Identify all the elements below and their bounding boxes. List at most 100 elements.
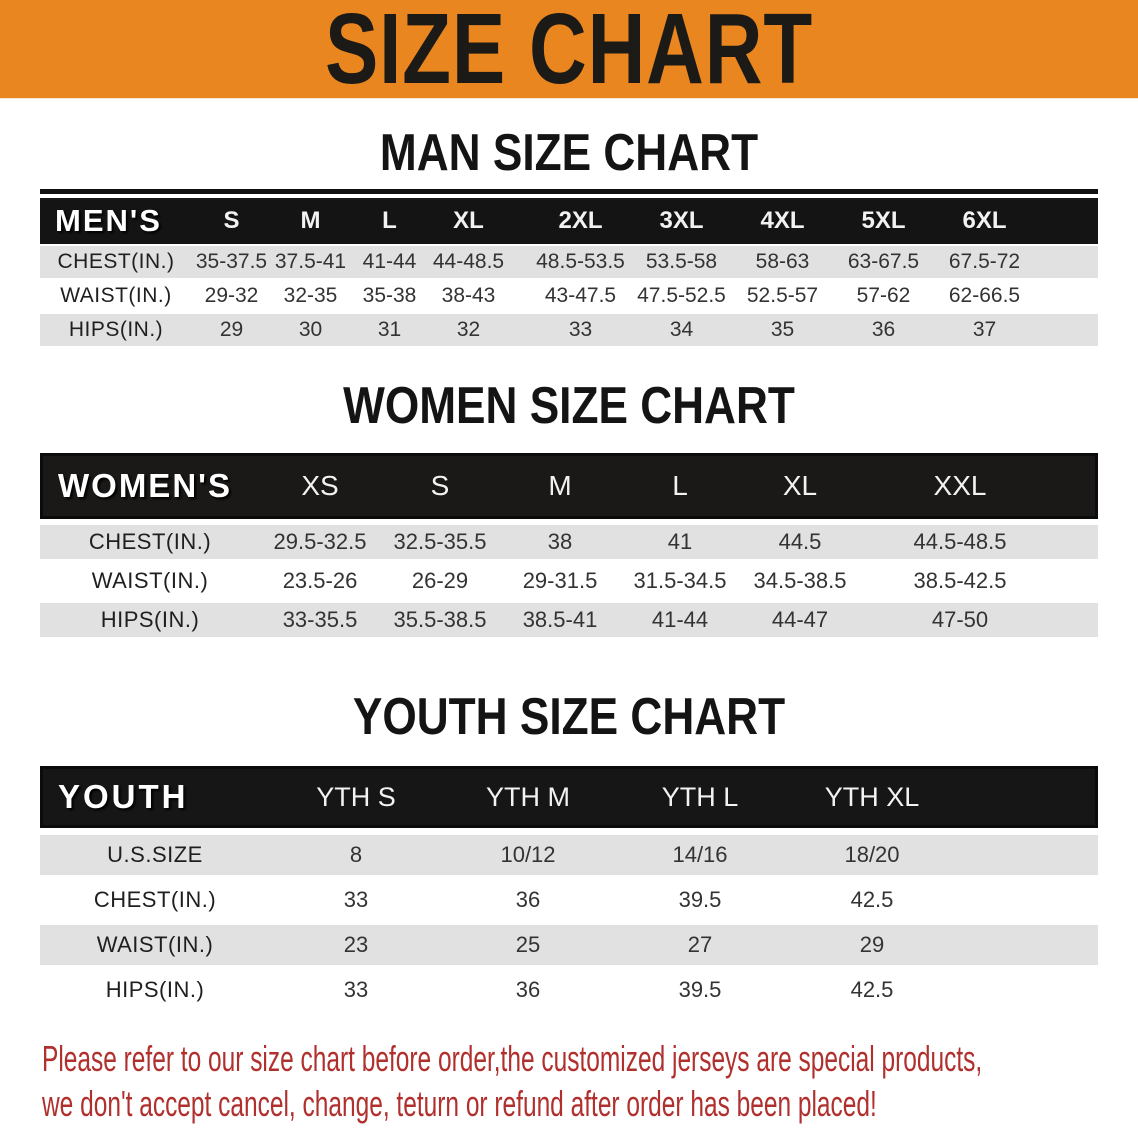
size-cell: 18/20 (844, 842, 900, 867)
row-label: U.S.SIZE (107, 842, 203, 867)
size-cell: 33-35.5 (282, 607, 358, 632)
size-column-header: XL (453, 207, 484, 234)
size-cell: 44.5-48.5 (913, 529, 1007, 554)
size-cell: 32 (456, 318, 481, 341)
table-row: CHEST(IN.) 35-37.5 37.5-41 41-44 44-48.5 48.5… (40, 246, 1098, 278)
size-cell: 41-44 (651, 607, 709, 632)
size-cell: 29-31.5 (522, 568, 598, 593)
row-label: WAIST(IN.) (60, 284, 172, 307)
size-cell: 35.5-38.5 (393, 607, 487, 632)
size-cell: 42.5 (850, 887, 894, 912)
womens-size-table: WOMEN'S XS S M L XL XXL CHEST(IN.) 29.5-32.5 32.5… (40, 453, 1098, 637)
size-cell: 44.5 (778, 529, 822, 554)
row-label: CHEST(IN.) (57, 250, 175, 273)
table-row: CHEST(IN.) 29.5-32.5 32.5-35.5 38 41 44.5 44.5… (40, 525, 1098, 559)
size-cell: 48.5-53.5 (536, 250, 625, 273)
row-label: HIPS(IN.) (68, 318, 164, 341)
size-cell: 25 (515, 932, 541, 957)
size-cell: 62-66.5 (948, 284, 1021, 307)
category-label: WOMEN'S (58, 467, 233, 504)
size-cell: 38-43 (441, 284, 496, 307)
size-cell: 37.5-41 (274, 250, 347, 273)
size-cell: 30 (298, 318, 323, 341)
size-cell: 32.5-35.5 (393, 529, 487, 554)
youth-section-heading: YOUTH SIZE CHART (352, 688, 786, 746)
mens-table-top-rule (40, 189, 1098, 194)
size-column-header: L (672, 470, 688, 501)
size-column-header: 5XL (861, 207, 906, 234)
table-row: WAIST(IN.) 29-32 32-35 35-38 38-43 43-47.5 47.… (40, 280, 1098, 312)
size-cell: 33 (568, 318, 593, 341)
size-column-header: XS (301, 470, 339, 501)
size-cell: 43-47.5 (544, 284, 617, 307)
row-label: WAIST(IN.) (96, 932, 214, 957)
size-cell: 35 (770, 318, 795, 341)
size-column-header: XL (782, 470, 818, 501)
size-cell: 36 (515, 977, 541, 1002)
size-cell: 53.5-58 (645, 250, 718, 273)
table-row: WAIST(IN.) 23.5-26 26-29 29-31.5 31.5-34.5 34… (40, 564, 1098, 598)
size-cell: 36 (871, 318, 896, 341)
table-header-row: YOUTH YTH S YTH M YTH L YTH XL (40, 766, 1098, 828)
size-cell: 31 (377, 318, 402, 341)
row-label: WAIST(IN.) (91, 568, 209, 593)
size-cell: 26-29 (411, 568, 469, 593)
size-column-header: 4XL (760, 207, 805, 234)
size-chart-banner: SIZE CHART (0, 0, 1138, 99)
size-cell: 38.5-42.5 (913, 568, 1007, 593)
table-row: HIPS(IN.) 33-35.5 35.5-38.5 38.5-41 41-44 44-… (40, 603, 1098, 637)
size-cell: 37 (972, 318, 997, 341)
size-cell: 29.5-32.5 (273, 529, 367, 554)
size-cell: 67.5-72 (948, 250, 1021, 273)
disclaimer-line-2: we don't accept cancel, change, teturn o… (42, 1083, 877, 1124)
size-cell: 39.5 (678, 887, 722, 912)
size-column-header: 2XL (558, 207, 603, 234)
disclaimer-line-1: Please refer to our size chart before or… (42, 1038, 983, 1079)
size-cell: 38 (547, 529, 573, 554)
size-cell: 29 (219, 318, 244, 341)
category-label: MEN'S (55, 203, 162, 238)
table-row: HIPS(IN.) 29 30 31 32 33 34 35 36 37 (40, 314, 1098, 346)
size-column-header: 6XL (962, 207, 1007, 234)
size-column-header: M (300, 207, 321, 234)
size-cell: 38.5-41 (522, 607, 598, 632)
size-cell: 33 (343, 977, 369, 1002)
size-column-header: 3XL (659, 207, 704, 234)
size-cell: 39.5 (678, 977, 722, 1002)
table-row: U.S.SIZE 8 10/12 14/16 18/20 (40, 835, 1098, 875)
size-column-header: S (223, 207, 240, 234)
size-cell: 10/12 (500, 842, 556, 867)
size-column-header: YTH L (661, 781, 739, 812)
size-cell: 29 (859, 932, 885, 957)
row-label: CHEST(IN.) (93, 887, 217, 912)
women-section-heading: WOMEN SIZE CHART (343, 377, 795, 435)
size-cell: 31.5-34.5 (633, 568, 727, 593)
size-cell: 27 (687, 932, 713, 957)
size-cell: 35-38 (362, 284, 417, 307)
size-cell: 41-44 (362, 250, 417, 273)
row-label: HIPS(IN.) (100, 607, 200, 632)
size-cell: 42.5 (850, 977, 894, 1002)
table-row: HIPS(IN.) 33 36 39.5 42.5 (40, 970, 1098, 1010)
table-header-row: MEN'S S M L XL 2XL 3XL 4XL 5XL 6XL (40, 198, 1098, 244)
disclaimer-text: Please refer to our size chart before or… (42, 1036, 1138, 1126)
size-cell: 29-32 (204, 284, 259, 307)
size-cell: 33 (343, 887, 369, 912)
table-header-row: WOMEN'S XS S M L XL XXL (40, 453, 1098, 519)
banner-title: SIZE CHART (325, 0, 813, 105)
size-column-header: YTH XL (824, 781, 920, 812)
size-cell: 52.5-57 (746, 284, 819, 307)
size-cell: 41 (667, 529, 693, 554)
row-label: HIPS(IN.) (105, 977, 205, 1002)
size-cell: 47-50 (931, 607, 989, 632)
size-cell: 14/16 (672, 842, 728, 867)
size-cell: 58-63 (755, 250, 810, 273)
size-cell: 32-35 (283, 284, 338, 307)
size-column-header: YTH S (316, 781, 396, 812)
size-column-header: XXL (933, 470, 987, 501)
size-cell: 35-37.5 (195, 250, 268, 273)
size-cell: 23 (343, 932, 369, 957)
table-row: WAIST(IN.) 23 25 27 29 (40, 925, 1098, 965)
mens-size-table: MEN'S S M L XL 2XL 3XL 4XL 5XL 6XL CHEST(IN.) 35-37… (40, 198, 1098, 346)
size-cell: 44-47 (771, 607, 829, 632)
